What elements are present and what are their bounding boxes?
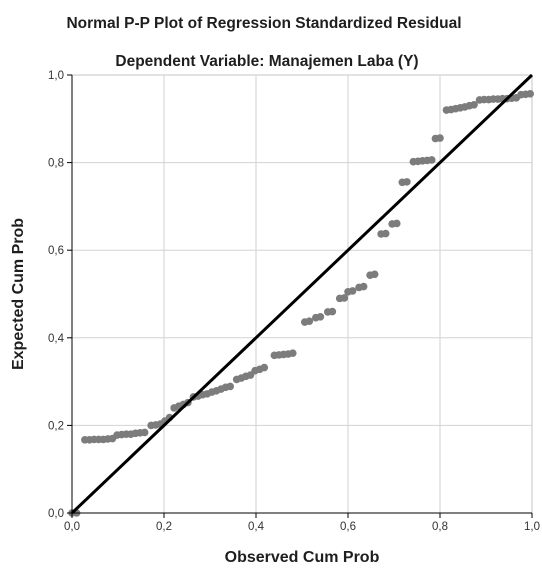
data-point — [316, 312, 325, 321]
chart-subtitle: Dependent Variable: Manajemen Laba (Y) — [115, 53, 418, 70]
data-point — [289, 349, 297, 357]
data-point — [526, 90, 534, 98]
y-tick-label: 1,0 — [48, 70, 64, 82]
x-tick-label: 0,8 — [432, 521, 448, 533]
x-tick-label: 0,6 — [340, 521, 356, 533]
axes — [67, 74, 533, 518]
data-point — [359, 282, 368, 291]
x-tick-label: 0,0 — [64, 521, 80, 533]
plot-area: 0,0 0,2 0,4 0,6 0,8 1,0 0,0 0,2 0,4 0,6 0,8 1,0 — [48, 70, 540, 533]
x-tick-label: 1,0 — [524, 521, 540, 533]
chart-title: Normal P-P Plot of Regression Standardiz… — [66, 15, 461, 32]
data-point — [381, 229, 390, 238]
y-tick-label: 0,6 — [48, 245, 64, 257]
data-point — [328, 307, 337, 316]
reference-line-layer — [70, 73, 534, 515]
data-point — [370, 270, 379, 279]
data-point — [340, 294, 349, 302]
tick-labels: 0,0 0,2 0,4 0,6 0,8 1,0 0,0 0,2 0,4 0,6 0,8 1,0 — [48, 70, 540, 533]
data-point — [392, 219, 401, 228]
y-tick-label: 0,2 — [48, 420, 64, 432]
data-point — [348, 287, 357, 295]
x-tick-label: 0,2 — [156, 521, 172, 533]
data-point — [140, 428, 149, 437]
data-point — [436, 134, 444, 142]
data-point — [403, 178, 411, 186]
x-tick-label: 0,4 — [248, 521, 265, 533]
y-tick-label: 0,8 — [48, 158, 64, 170]
data-point — [260, 363, 269, 372]
y-axis-label: Expected Cum Prob — [10, 218, 27, 370]
data-point — [470, 100, 478, 109]
data-point — [305, 317, 314, 325]
y-tick-label: 0,0 — [48, 508, 64, 520]
data-point — [427, 156, 436, 164]
y-tick-label: 0,4 — [48, 333, 65, 345]
data-point — [226, 382, 235, 391]
data-points — [68, 90, 534, 517]
reference-line — [70, 73, 534, 515]
x-axis-label: Observed Cum Prob — [225, 549, 380, 566]
